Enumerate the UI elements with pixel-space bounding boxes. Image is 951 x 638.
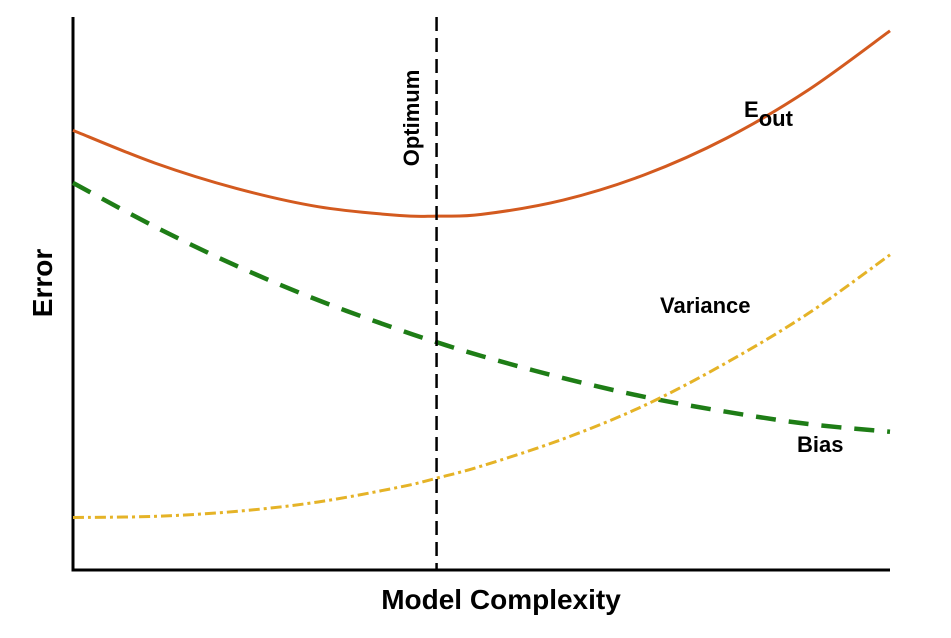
x-axis-title: Model Complexity <box>381 584 621 615</box>
eout-label-main: E <box>744 97 759 122</box>
axes <box>71 17 890 572</box>
bias-series-line <box>71 180 891 434</box>
variance-series-label: Variance <box>660 293 751 318</box>
eout-label-sub: out <box>759 106 794 131</box>
series-layer <box>71 29 891 519</box>
bias-series-label: Bias <box>797 432 843 457</box>
optimum-label: Optimum <box>399 70 424 167</box>
eout-series-label: Eout <box>744 97 794 131</box>
variance-series-line <box>72 253 891 519</box>
y-axis-title: Error <box>27 249 58 318</box>
eout-series-line <box>72 29 891 218</box>
